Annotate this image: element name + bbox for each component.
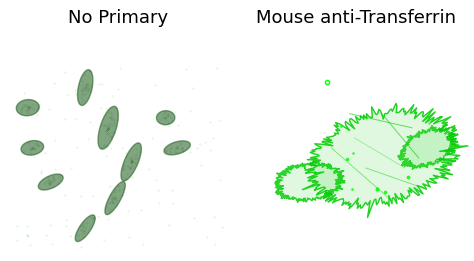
Polygon shape xyxy=(105,182,125,215)
Polygon shape xyxy=(398,126,456,169)
Polygon shape xyxy=(21,141,44,155)
Polygon shape xyxy=(75,215,95,241)
Polygon shape xyxy=(98,106,118,149)
Polygon shape xyxy=(156,111,175,125)
Polygon shape xyxy=(121,143,141,181)
Text: Mouse anti-Transferrin: Mouse anti-Transferrin xyxy=(255,9,456,27)
Polygon shape xyxy=(164,141,191,155)
Polygon shape xyxy=(38,174,63,190)
Polygon shape xyxy=(16,99,39,116)
Text: No Primary: No Primary xyxy=(68,9,169,27)
Polygon shape xyxy=(275,162,345,202)
Polygon shape xyxy=(78,70,93,105)
Polygon shape xyxy=(302,103,468,217)
